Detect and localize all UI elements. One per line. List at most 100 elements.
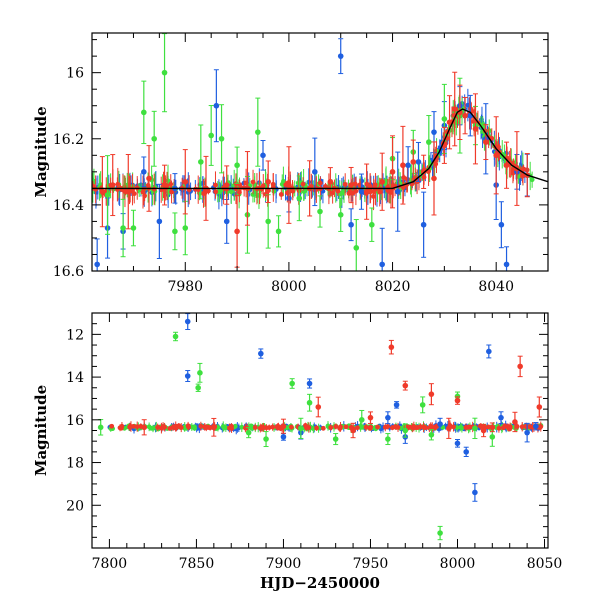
data-point-green [426,139,432,145]
data-point-green [489,434,496,440]
baseline-point-red [335,188,341,194]
data-point-red [211,424,217,431]
baseline-point-red [229,426,234,432]
data-point-blue [454,440,461,447]
baseline-point-red [409,425,415,431]
data-point-blue [258,350,264,357]
data-point-green [182,225,189,231]
x-tick-label: 8040 [478,279,514,295]
data-point-green [97,424,104,431]
baseline-point-red [201,191,206,196]
data-point-red [512,419,518,425]
data-point-green [437,530,443,536]
baseline-point-red [270,181,276,187]
data-point-red [451,106,458,112]
baseline-point-green [529,177,535,183]
data-point-red [454,397,461,404]
baseline-point-red [323,184,328,189]
x-tick-label: 7800 [92,556,128,572]
baseline-point-red [306,425,312,431]
y-tick-label: 16 [66,413,84,429]
data-point-blue [437,421,443,427]
data-point-blue [312,169,318,175]
data-point-red [400,162,406,169]
baseline-point-red [92,183,96,189]
y-tick-label: 16.6 [53,264,84,280]
baseline-point-red [134,424,140,430]
data-point-green [385,436,391,442]
data-point-red [234,228,240,235]
baseline-point-red [514,424,520,429]
baseline-point-red [428,423,434,429]
y-tick-label: 14 [66,370,84,386]
data-point-red [445,425,452,432]
data-point-green [255,129,261,135]
data-point-red [480,427,487,434]
y-tick-label: 16.4 [53,198,84,214]
data-point-blue [486,348,492,355]
data-point-red [286,182,292,188]
baseline-point-green [486,128,492,134]
baseline-point-red [300,181,306,187]
data-point-red [99,188,106,195]
model-curve [92,108,548,190]
y-tick-label: 20 [66,498,84,514]
data-point-green [245,429,252,436]
baseline-point-red [145,183,151,188]
baseline-point-green [279,181,285,187]
baseline-point-green [250,192,256,197]
data-point-green [234,162,240,169]
data-point-green [172,333,179,340]
data-point-green [419,402,426,408]
data-point-red [472,126,479,132]
baseline-point-red [519,424,525,430]
y-axis-label: Magnitude [32,385,50,476]
baseline-point-red [290,188,296,194]
data-point-red [388,344,395,350]
data-point-red [517,363,523,370]
baseline-point-red [367,426,373,431]
data-point-green [197,370,203,376]
baseline-point-red [264,425,269,431]
data-point-green [306,399,313,406]
baseline-point-red [338,424,343,430]
data-point-red [182,178,189,185]
data-point-green [218,135,225,142]
data-point-blue [358,188,365,195]
data-point-blue [184,318,191,325]
data-point-green [104,192,111,198]
data-point-red [536,404,543,410]
data-point-blue [415,159,422,165]
data-point-green [358,417,365,423]
baseline-point-green [221,425,227,431]
data-point-red [402,382,409,389]
baseline-point-red [363,424,369,430]
baseline-point-red [405,176,410,182]
data-point-green [337,212,344,218]
data-point-green [428,431,435,438]
data-point-red [363,188,370,195]
baseline-point-red [394,424,399,430]
data-point-blue [524,429,530,436]
data-point-blue [94,261,100,268]
data-point-red [489,424,496,431]
x-tick-label: 7950 [353,556,389,572]
data-point-red [389,169,396,175]
data-point-green [120,225,126,231]
data-point-green [172,228,178,235]
x-tick-label: 7850 [179,556,215,572]
baseline-point-red [169,189,174,195]
data-point-blue [379,261,385,268]
baseline-point-red [155,425,161,430]
data-point-green [161,69,168,76]
data-point-blue [503,261,510,268]
axes-frame [91,32,549,272]
data-point-blue [156,218,163,225]
x-tick-label: 7900 [266,556,302,572]
data-point-green [289,380,295,387]
data-point-red [161,182,168,188]
baseline-point-red [198,423,204,429]
baseline-point-green [228,189,234,195]
data-point-red [315,404,322,410]
data-point-blue [223,218,230,225]
